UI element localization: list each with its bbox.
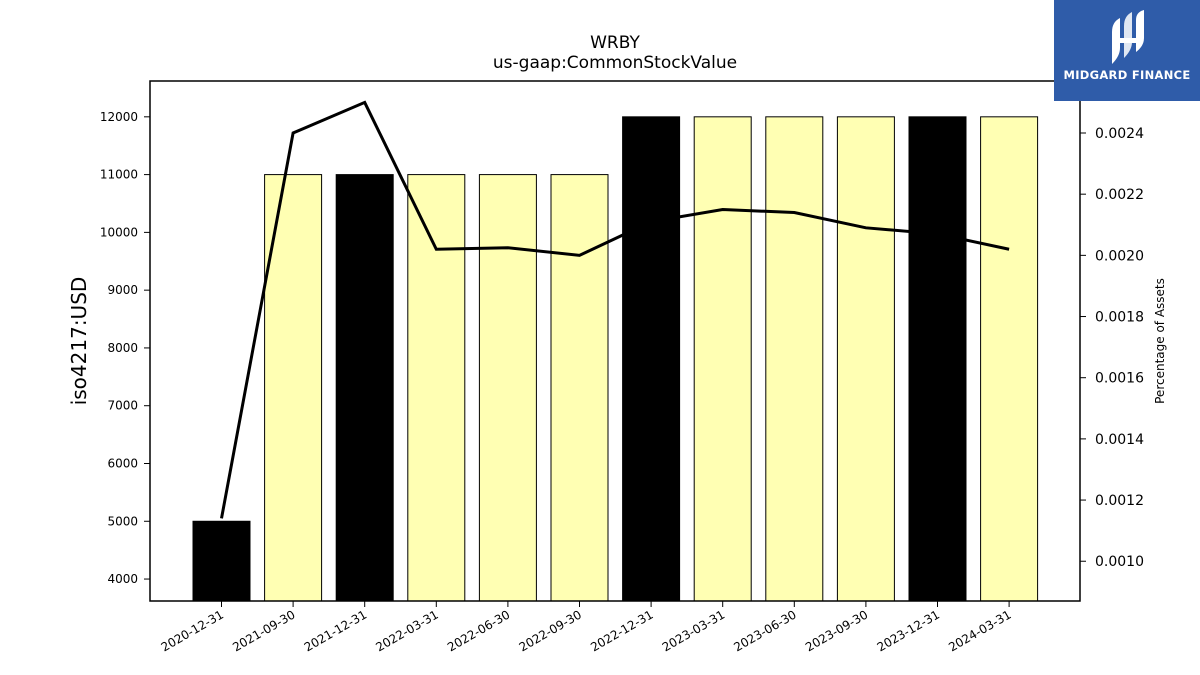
- y2-tick-label: 0.0022: [1095, 187, 1144, 203]
- bar-2022-06-30: [478, 174, 537, 602]
- bar-2022-03-31: [407, 174, 466, 602]
- y-axis-label: iso4217:USD: [67, 277, 91, 406]
- plot-frame: [149, 80, 1081, 602]
- chart-subtitle: us-gaap:CommonStockValue: [493, 53, 737, 73]
- x-tick-label: 2022-06-30: [445, 607, 512, 654]
- percentage-of-assets-line: [220, 100, 1010, 519]
- midgard-logo-icon: [1112, 10, 1144, 64]
- y-tick-label: 11000: [100, 168, 138, 182]
- midgard-finance-logo: MIDGARD FINANCE: [1054, 0, 1200, 101]
- bars-group: [192, 116, 1039, 602]
- bar-2024-03-31: [980, 116, 1039, 602]
- bar-2021-12-31: [335, 174, 394, 602]
- bar-2023-12-31: [908, 116, 967, 602]
- line-layer: [220, 100, 1010, 519]
- bar-2021-09-30: [264, 174, 323, 602]
- x-tick-label: 2021-12-31: [302, 607, 369, 654]
- x-tick-label: 2021-09-30: [230, 607, 297, 654]
- y-tick-label: 4000: [107, 572, 138, 586]
- y2-tick-label: 0.0010: [1095, 554, 1144, 570]
- chart-title: WRBY: [590, 33, 640, 53]
- x-tick-label: 2024-03-31: [946, 607, 1013, 654]
- x-tick-label: 2022-09-30: [517, 607, 584, 654]
- x-tick-label: 2022-03-31: [373, 607, 440, 654]
- bar-2023-09-30: [836, 116, 895, 602]
- y-axis-right: 0.0010 0.0012 0.0014 0.0016 0.0018 0.0020 0.00…: [1080, 126, 1144, 570]
- x-tick-label: 2023-09-30: [803, 607, 870, 654]
- y-tick-label: 5000: [107, 514, 138, 528]
- x-tick-label: 2022-12-31: [588, 607, 655, 654]
- y-tick-label: 12000: [100, 110, 138, 124]
- x-tick-label: 2023-06-30: [731, 607, 798, 654]
- x-axis: 2020-12-31 2021-09-30 2021-12-31 2022-03-31…: [159, 601, 1014, 654]
- y-tick-label: 7000: [107, 399, 138, 413]
- bar-2023-06-30: [765, 116, 824, 602]
- bar-2020-12-31: [192, 520, 251, 602]
- y-axis-left: 4000 5000 6000 7000 8000 9000 10000 11000 12000: [100, 110, 150, 586]
- logo-text: MIDGARD FINANCE: [1063, 68, 1191, 82]
- bar-2023-03-31: [693, 116, 752, 602]
- x-tick-label: 2023-12-31: [875, 607, 942, 654]
- bar-2022-09-30: [550, 174, 609, 602]
- x-tick-label: 2020-12-31: [159, 607, 226, 654]
- y-tick-label: 6000: [107, 456, 138, 470]
- y-tick-label: 8000: [107, 341, 138, 355]
- bar-2022-12-31: [622, 116, 681, 602]
- x-tick-label: 2023-03-31: [660, 607, 727, 654]
- y-tick-label: 10000: [100, 225, 138, 239]
- y2-tick-label: 0.0020: [1095, 248, 1144, 264]
- y-axis-right-label: Percentage of Assets: [1153, 278, 1167, 404]
- y2-tick-label: 0.0014: [1095, 432, 1144, 448]
- y2-tick-label: 0.0018: [1095, 310, 1144, 326]
- y-tick-label: 9000: [107, 283, 138, 297]
- y2-tick-label: 0.0024: [1095, 126, 1144, 142]
- y2-tick-label: 0.0012: [1095, 493, 1144, 509]
- y2-tick-label: 0.0016: [1095, 371, 1144, 387]
